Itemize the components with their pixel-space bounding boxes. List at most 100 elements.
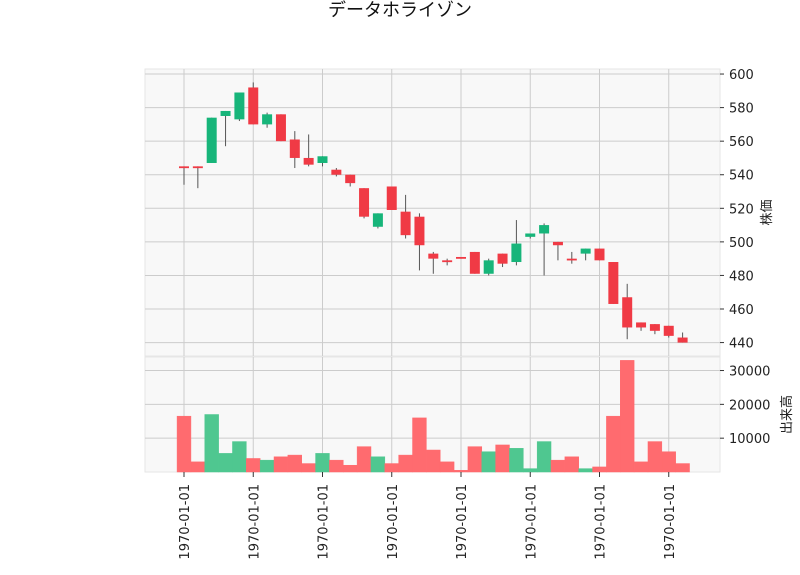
volume-bar: [633, 461, 649, 473]
chart-title: データホライゾン: [328, 0, 472, 21]
candle-body: [663, 325, 674, 336]
price-tick-label: 500: [729, 236, 754, 251]
candle-body: [649, 324, 660, 331]
candle-body: [345, 174, 356, 184]
candle-body: [275, 114, 286, 142]
price-tick-label: 460: [729, 303, 754, 318]
volume-bar: [329, 459, 344, 473]
x-tick-label: 1970-01-01: [317, 484, 332, 560]
volume-bar: [204, 414, 219, 473]
volume-bars: [176, 360, 690, 473]
price-tick-label: 560: [729, 135, 754, 150]
candle-body: [372, 213, 383, 227]
candle-body: [248, 87, 259, 125]
volume-bar: [315, 453, 330, 473]
candle-body: [552, 241, 563, 246]
candle-body: [442, 260, 453, 263]
x-tick-label: 1970-01-01: [524, 484, 539, 560]
price-tick-label: 520: [729, 202, 754, 217]
volume-bar: [190, 461, 206, 473]
volume-bar: [218, 453, 233, 473]
volume-bar: [509, 448, 524, 473]
price-tick-label: 480: [729, 269, 754, 284]
price-tick-label: 600: [729, 68, 754, 83]
volume-tick-label: 30000: [729, 365, 770, 380]
x-tick-label: 1970-01-01: [178, 484, 193, 560]
volume-bar: [481, 451, 496, 473]
volume-bar: [370, 456, 386, 473]
volume-bar: [578, 468, 593, 473]
x-tick-label: 1970-01-01: [386, 484, 401, 560]
volume-bar: [523, 468, 538, 473]
volume-bar: [606, 415, 621, 473]
candle-body: [456, 256, 466, 259]
candle-body: [636, 322, 647, 328]
volume-bar: [495, 444, 510, 473]
candle-body: [317, 156, 328, 163]
volume-bar: [301, 463, 316, 473]
candle-body: [511, 243, 522, 263]
x-tick-label: 1970-01-01: [247, 484, 262, 560]
candle-body: [497, 253, 508, 264]
candle-body: [594, 248, 605, 261]
candle-body: [192, 166, 203, 169]
x-tick-label: 1970-01-01: [455, 484, 470, 560]
candle-body: [289, 139, 300, 158]
volume-bar: [675, 463, 690, 473]
price-plot-area: [144, 68, 721, 357]
volume-bar: [453, 470, 469, 473]
volume-bar: [356, 446, 372, 473]
candle-body: [428, 253, 439, 259]
volume-bar: [620, 360, 635, 473]
candle-body: [677, 337, 688, 343]
volume-bar: [536, 441, 552, 473]
x-tick-label: 1970-01-01: [663, 484, 678, 560]
volume-bar: [246, 458, 261, 473]
volume-bar: [564, 456, 579, 473]
volume-tick-label: 10000: [729, 432, 770, 447]
candle-body: [414, 216, 425, 246]
candle-body: [179, 166, 189, 169]
price-axis-label: 株価: [760, 199, 775, 225]
price-panel: [144, 68, 721, 357]
candle-body: [262, 114, 273, 125]
volume-bar: [661, 451, 676, 473]
candle-body: [580, 248, 591, 254]
volume-bar: [550, 459, 566, 473]
candle-body: [386, 186, 397, 210]
volume-tick-label: 20000: [729, 398, 770, 413]
candle-body: [400, 211, 411, 236]
candle-body: [220, 110, 231, 116]
candle-body: [303, 157, 314, 165]
axes: 440 460 480 500 520 540 560 580 600 10000 20000 300…: [178, 68, 770, 560]
volume-bar: [426, 449, 441, 473]
volume-bar: [439, 461, 455, 473]
volume-bar: [287, 454, 302, 473]
volume-bar: [384, 463, 399, 473]
grid-lines: [145, 69, 720, 472]
candle-body: [566, 258, 577, 261]
volume-bar: [259, 459, 275, 473]
volume-bar: [398, 454, 413, 473]
volume-bar: [412, 417, 427, 473]
volume-bar: [176, 415, 192, 473]
candle-body: [483, 260, 494, 274]
price-tick-label: 540: [729, 169, 754, 184]
volume-bar: [647, 441, 663, 473]
candle-body: [234, 92, 245, 120]
candle-body: [331, 169, 342, 175]
price-tick-label: 580: [729, 102, 754, 117]
candle-body: [359, 188, 370, 217]
volume-axis-label: 出来高: [779, 395, 795, 434]
candle-body: [206, 117, 217, 163]
volume-bar: [343, 464, 358, 473]
x-tick-label: 1970-01-01: [594, 484, 609, 560]
volume-bar: [467, 446, 483, 473]
price-tick-label: 440: [729, 337, 754, 352]
candle-body: [608, 262, 619, 304]
volume-bar: [273, 456, 289, 473]
candle-body: [525, 233, 536, 237]
candle-body: [622, 297, 633, 328]
volume-bar: [232, 441, 247, 473]
